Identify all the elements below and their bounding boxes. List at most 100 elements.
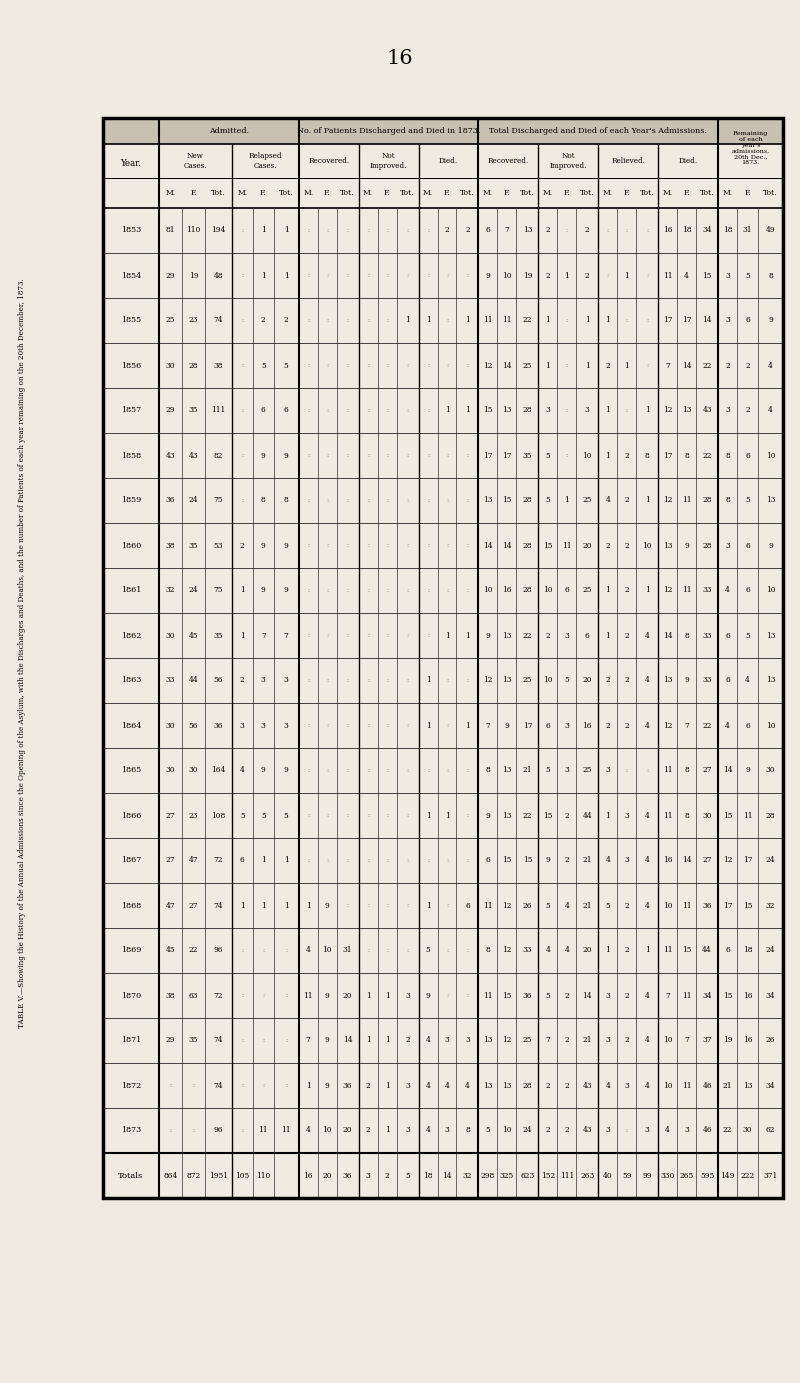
Text: 96: 96: [214, 946, 223, 954]
Text: 16: 16: [663, 227, 673, 235]
Text: 1: 1: [445, 812, 450, 820]
Text: 3: 3: [261, 676, 266, 685]
Text: :: :: [326, 498, 328, 503]
Text: 35: 35: [522, 451, 532, 459]
Text: 152: 152: [541, 1171, 555, 1180]
Text: 31: 31: [743, 227, 752, 235]
Text: :: :: [367, 228, 369, 232]
Text: 7: 7: [284, 632, 289, 639]
Text: 17: 17: [663, 317, 673, 325]
Text: :: :: [406, 228, 409, 232]
Text: 16: 16: [743, 992, 752, 1000]
Text: :: :: [386, 633, 388, 638]
Text: :: :: [427, 857, 429, 863]
Text: 7: 7: [261, 632, 266, 639]
Text: :: :: [446, 454, 448, 458]
Text: 3: 3: [726, 317, 730, 325]
Text: 222: 222: [741, 1171, 754, 1180]
Text: 4: 4: [546, 946, 550, 954]
Text: :: :: [262, 993, 264, 999]
Text: 17: 17: [502, 451, 512, 459]
Text: 265: 265: [679, 1171, 694, 1180]
Text: :: :: [307, 678, 310, 683]
Text: 28: 28: [522, 1082, 532, 1090]
Text: 10: 10: [663, 1036, 673, 1044]
Text: 7: 7: [486, 722, 490, 729]
Text: :: :: [367, 454, 369, 458]
Text: 11: 11: [502, 317, 512, 325]
Text: :: :: [346, 857, 349, 863]
Text: :: :: [646, 318, 648, 324]
Text: Tot.: Tot.: [763, 189, 778, 196]
Text: :: :: [466, 768, 469, 773]
Text: 1864: 1864: [121, 722, 141, 729]
Text: Tot.: Tot.: [400, 189, 415, 196]
Text: 15: 15: [723, 812, 732, 820]
Text: :: :: [285, 993, 287, 999]
Text: 5: 5: [486, 1127, 490, 1134]
Text: 12: 12: [723, 856, 732, 864]
Text: 1: 1: [624, 271, 629, 279]
Text: 6: 6: [726, 632, 730, 639]
Text: :: :: [307, 768, 310, 773]
Text: :: :: [326, 454, 328, 458]
Text: 34: 34: [702, 227, 712, 235]
Text: 37: 37: [702, 1036, 712, 1044]
Text: 15: 15: [543, 812, 553, 820]
Text: 28: 28: [189, 361, 198, 369]
Text: 623: 623: [520, 1171, 534, 1180]
Text: 330: 330: [661, 1171, 674, 1180]
Text: Not
Improved.: Not Improved.: [550, 152, 587, 170]
Text: 29: 29: [166, 407, 175, 415]
Text: 33: 33: [166, 676, 175, 685]
Text: 6: 6: [745, 722, 750, 729]
Text: F.: F.: [444, 189, 450, 196]
Text: 1: 1: [465, 722, 470, 729]
Text: 11: 11: [663, 812, 673, 820]
Text: 12: 12: [663, 496, 673, 505]
Text: 4: 4: [426, 1127, 430, 1134]
Text: 9: 9: [284, 586, 289, 595]
Text: :: :: [285, 1083, 287, 1088]
Text: F.: F.: [324, 189, 330, 196]
Text: 1: 1: [240, 902, 245, 910]
Text: 12: 12: [663, 586, 673, 595]
Text: :: :: [626, 228, 628, 232]
Text: 2: 2: [585, 271, 590, 279]
Text: :: :: [446, 993, 448, 999]
Text: 15: 15: [522, 856, 532, 864]
Text: :: :: [466, 813, 469, 817]
Text: 13: 13: [663, 542, 673, 549]
Text: 3: 3: [645, 1127, 650, 1134]
Text: :: :: [446, 723, 448, 727]
Text: F.: F.: [190, 189, 197, 196]
Text: :: :: [307, 228, 310, 232]
Text: 21: 21: [582, 1036, 592, 1044]
Text: 16: 16: [386, 48, 414, 68]
Text: 1859: 1859: [121, 496, 141, 505]
Text: :: :: [242, 318, 243, 324]
Text: 26: 26: [522, 902, 532, 910]
Text: 11: 11: [258, 1127, 268, 1134]
Text: :: :: [386, 362, 388, 368]
Text: 16: 16: [502, 586, 512, 595]
Text: 2: 2: [366, 1127, 370, 1134]
Text: 17: 17: [743, 856, 752, 864]
Text: 74: 74: [214, 902, 223, 910]
Text: :: :: [466, 454, 469, 458]
Text: 4: 4: [606, 496, 610, 505]
Text: 2: 2: [445, 227, 450, 235]
Text: 13: 13: [502, 812, 512, 820]
Text: :: :: [427, 362, 429, 368]
Text: :: :: [446, 678, 448, 683]
Text: :: :: [646, 768, 648, 773]
Text: 1: 1: [606, 812, 610, 820]
Text: 8: 8: [684, 812, 689, 820]
Text: :: :: [307, 454, 310, 458]
Text: 11: 11: [682, 1082, 691, 1090]
Text: :: :: [446, 272, 448, 278]
Text: 1872: 1872: [121, 1082, 141, 1090]
Text: 36: 36: [214, 722, 223, 729]
Text: 6: 6: [745, 586, 750, 595]
Text: :: :: [406, 408, 409, 414]
